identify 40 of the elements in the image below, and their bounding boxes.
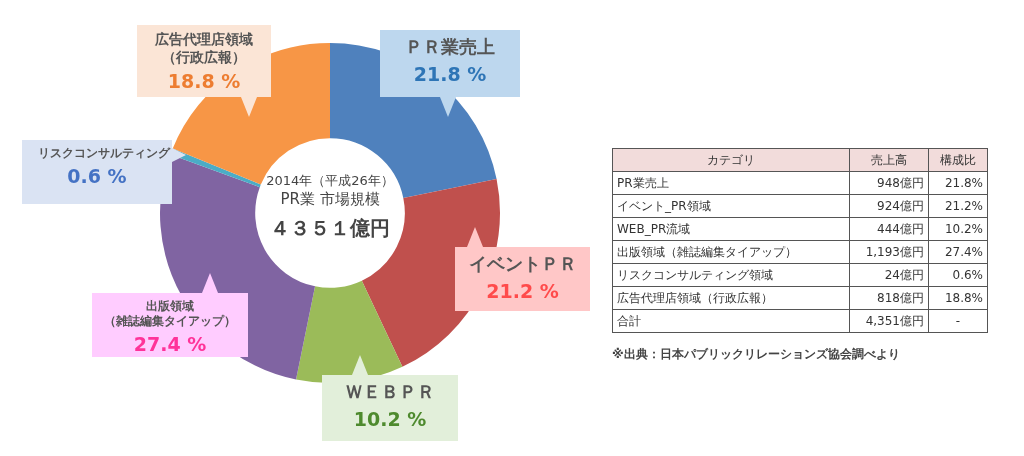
data-label: 21.2 % [485, 279, 560, 304]
slice-label: 出版領域（雑誌編集タイアップ） [103, 299, 237, 329]
data-label: 0.6 % [66, 165, 128, 189]
text: 24億円 [849, 263, 929, 287]
text: 合計 [612, 309, 850, 333]
data-label: 27.4 % [132, 333, 208, 357]
text: PR業売上 [612, 171, 850, 195]
text: 0.6% [928, 263, 988, 287]
text: 2014年（平成26年） [265, 172, 395, 190]
data-label: 10.2 % [352, 407, 428, 432]
text: 10.2% [928, 217, 988, 241]
text: PR業 市場規模 [279, 190, 381, 209]
slice-label: ＷＥＢＰＲ [344, 381, 436, 404]
text: 18.8% [928, 286, 988, 310]
text: 924億円 [849, 194, 929, 218]
slice-label: イベントＰＲ [467, 253, 578, 276]
text: 948億円 [849, 171, 929, 195]
text: 444億円 [849, 217, 929, 241]
text: - [928, 309, 988, 333]
data-label: 18.8 % [166, 70, 242, 94]
text: カテゴリ [612, 148, 850, 172]
text: ４３５１億円 [269, 215, 391, 242]
text: 売上高 [849, 148, 929, 172]
text: 21.2% [928, 194, 988, 218]
text: 広告代理店領域（行政広報） [612, 286, 850, 310]
slice-label: ＰＲ業売上 [404, 36, 496, 59]
slice-label: 広告代理店領域（行政広報） [154, 31, 254, 66]
text: WEB_PR流域 [612, 217, 850, 241]
text: ※出典：日本パブリックリレーションズ協会調べより [612, 346, 900, 363]
text: 21.8% [928, 171, 988, 195]
text: 27.4% [928, 240, 988, 264]
data-label: 21.8 % [412, 62, 488, 87]
text: 1,193億円 [849, 240, 929, 264]
text: 818億円 [849, 286, 929, 310]
text: 構成比 [928, 148, 988, 172]
slice-label: リスクコンサルティング [37, 146, 172, 161]
text: イベント_PR領域 [612, 194, 850, 218]
text: 4,351億円 [849, 309, 929, 333]
text: リスクコンサルティング領域 [612, 263, 850, 287]
text: 出版領域（雑誌編集タイアップ） [612, 240, 850, 264]
